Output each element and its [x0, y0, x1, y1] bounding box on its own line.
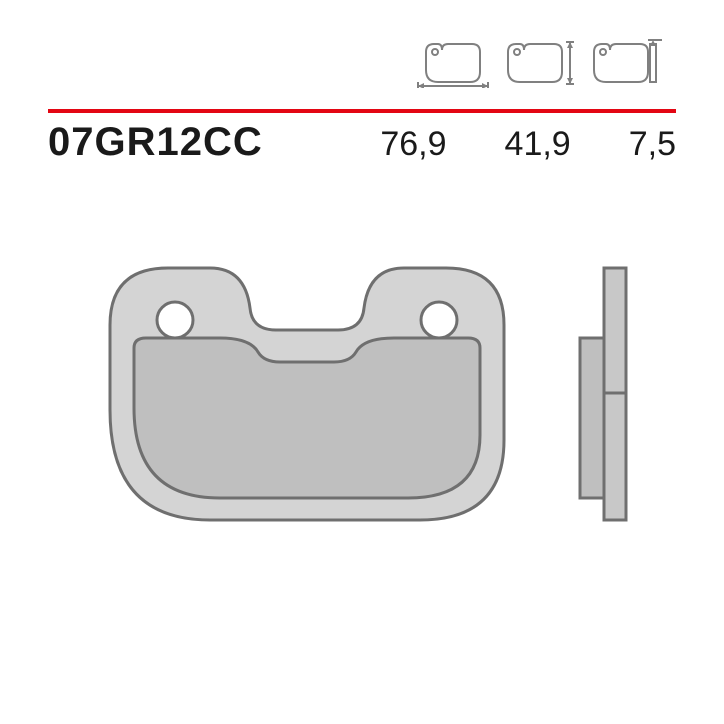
specification-row: 07GR12CC 76,9 41,9 7,5 [48, 120, 676, 165]
brake-pad-technical-drawing [50, 230, 670, 570]
height-dimension-icon [500, 38, 578, 88]
section-divider [48, 100, 676, 104]
dimensions-values: 76,9 41,9 7,5 [380, 125, 676, 164]
thickness-dimension-icon [586, 38, 664, 88]
front-view [110, 268, 504, 520]
side-view [580, 268, 626, 520]
dimension-icons-row [414, 38, 664, 88]
dimension-height: 41,9 [505, 125, 571, 164]
dimension-thickness: 7,5 [629, 125, 676, 164]
dimension-width: 76,9 [380, 125, 446, 164]
part-number: 07GR12CC [48, 120, 263, 165]
width-dimension-icon [414, 38, 492, 88]
